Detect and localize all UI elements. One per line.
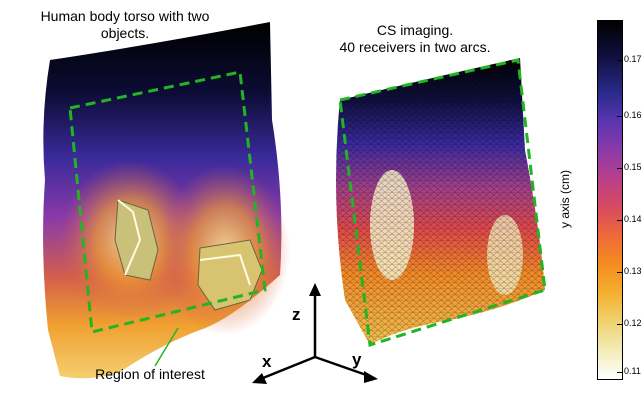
colorbar-tick-mark — [617, 220, 622, 221]
colorbar-tick: 0.13 — [624, 266, 642, 276]
colorbar-label: y axis (cm) — [558, 170, 572, 228]
left-title-line1: Human body torso with two — [40, 8, 210, 24]
axis-label-y: y — [352, 350, 362, 369]
torso-surface — [43, 22, 290, 379]
colorbar-tick: 0.14 — [624, 214, 642, 224]
colorbar-tick: 0.16 — [624, 110, 642, 120]
colorbar-tick: 0.15 — [624, 162, 642, 172]
roi-label: Region of interest — [95, 366, 205, 382]
colorbar-tick-mark — [617, 324, 622, 325]
colorbar — [597, 20, 623, 380]
cs-roi-box — [338, 58, 547, 347]
colorbar-tick-mark — [617, 372, 622, 373]
colorbar-tick-mark — [617, 168, 622, 169]
axis-label-z: z — [292, 305, 301, 324]
cs-imaging-surface — [336, 58, 547, 347]
right-title-line2: 40 receivers in two arcs. — [339, 39, 491, 55]
left-title-line2: objects. — [100, 25, 150, 41]
colorbar-tick-mark — [617, 116, 622, 117]
colorbar-tick-mark — [617, 60, 622, 61]
z-arrowhead — [309, 283, 321, 296]
axis-label-x: x — [262, 352, 272, 371]
colorbar-tick: 0.17 — [624, 54, 642, 64]
roi-box — [68, 70, 267, 334]
colorbar-tick: 0.12 — [624, 318, 642, 328]
colorbar-tick: 0.11 — [624, 366, 641, 376]
y-arrowhead — [364, 371, 378, 383]
left-panel-title: Human body torso with two objects. — [0, 8, 250, 42]
x-arrowhead — [252, 373, 267, 384]
colorbar-tick-mark — [617, 272, 622, 273]
right-panel-title: CS imaging. 40 receivers in two arcs. — [300, 22, 530, 56]
right-title-line1: CS imaging. — [376, 22, 454, 38]
roi-pointer — [154, 327, 179, 367]
axis-triad — [257, 290, 373, 382]
